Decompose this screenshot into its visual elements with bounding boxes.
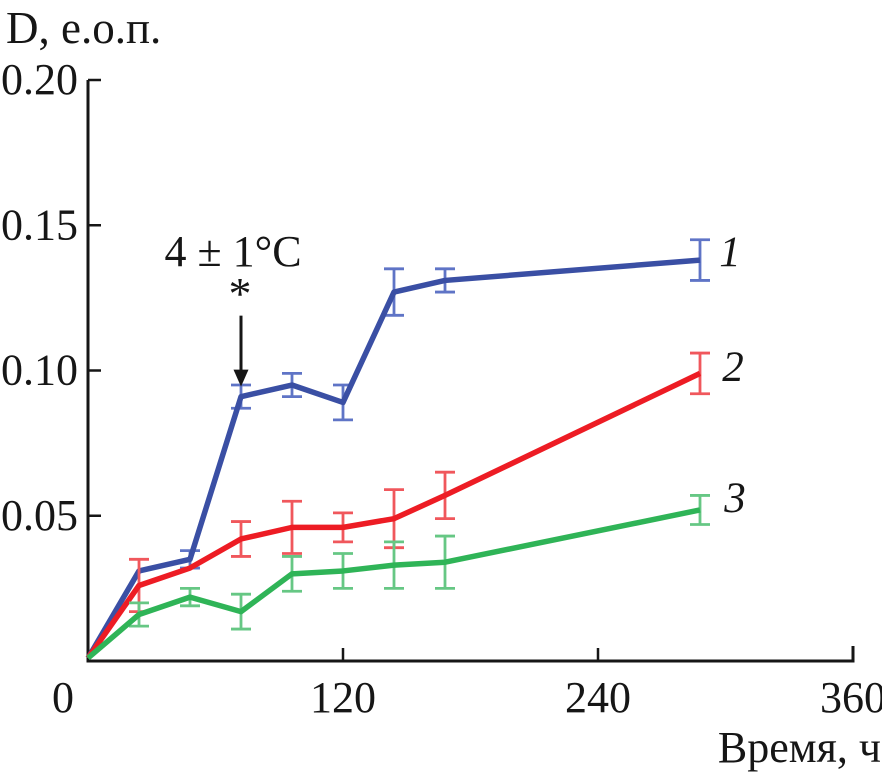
- series-2: [85, 351, 710, 660]
- series-line-1: [85, 257, 701, 660]
- y-tick-label: 0.05: [1, 491, 78, 540]
- series-3: [86, 494, 710, 661]
- series-1: [85, 238, 710, 660]
- x-axis-title: Время, ч: [717, 723, 881, 772]
- y-axis-title: D, е.о.п.: [6, 3, 162, 53]
- series-label-2: 2: [722, 344, 744, 391]
- x-tick-label: 120: [310, 673, 376, 722]
- annotation-arrow-head: [233, 369, 249, 387]
- series-label-1: 1: [719, 229, 741, 276]
- x-tick-label: 240: [565, 673, 631, 722]
- y-tick-label: 0.20: [1, 55, 78, 104]
- y-tick-label: 0.10: [1, 346, 78, 395]
- series-label-3: 3: [724, 475, 746, 522]
- x-tick-label: 0: [52, 673, 74, 722]
- y-tick-label: 0.15: [1, 200, 78, 249]
- significance-asterisk: *: [228, 268, 252, 319]
- series-line-2: [85, 370, 702, 660]
- series-line-3: [86, 507, 701, 661]
- temperature-annotation: 4 ± 1°C: [164, 227, 302, 276]
- x-tick-label: 360: [820, 673, 882, 722]
